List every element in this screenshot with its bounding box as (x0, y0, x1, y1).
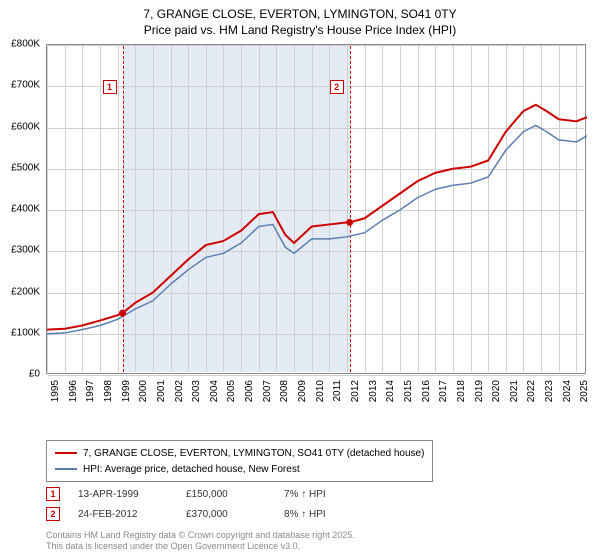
x-tick-label: 2008 (279, 380, 290, 410)
title-line1: 7, GRANGE CLOSE, EVERTON, LYMINGTON, SO4… (0, 6, 600, 22)
x-tick-label: 2002 (174, 380, 185, 410)
legend-label: 7, GRANGE CLOSE, EVERTON, LYMINGTON, SO4… (83, 448, 424, 459)
y-tick-label: £200K (0, 286, 40, 297)
annotation-pct: 7% ↑ HPI (284, 489, 354, 500)
annotation-price: £370,000 (186, 509, 266, 520)
x-tick-label: 2011 (332, 380, 343, 410)
x-tick-label: 2000 (138, 380, 149, 410)
x-tick-label: 2018 (456, 380, 467, 410)
x-tick-label: 2020 (491, 380, 502, 410)
x-tick-label: 2012 (350, 380, 361, 410)
annotation-marker: 2 (46, 507, 60, 521)
x-tick-label: 2004 (209, 380, 220, 410)
x-tick-label: 2007 (262, 380, 273, 410)
sale-dot (119, 310, 126, 317)
legend-row: 7, GRANGE CLOSE, EVERTON, LYMINGTON, SO4… (55, 445, 424, 461)
y-tick-label: £500K (0, 162, 40, 173)
annotation-table: 1 13-APR-1999 £150,000 7% ↑ HPI 2 24-FEB-2012… (46, 484, 354, 524)
legend: 7, GRANGE CLOSE, EVERTON, LYMINGTON, SO4… (46, 440, 433, 482)
legend-swatch (55, 452, 77, 454)
x-tick-label: 2023 (544, 380, 555, 410)
footer-line2: This data is licensed under the Open Gov… (46, 541, 355, 552)
x-tick-label: 2014 (385, 380, 396, 410)
annotation-pct: 8% ↑ HPI (284, 509, 354, 520)
x-tick-label: 1997 (85, 380, 96, 410)
x-tick-label: 2013 (368, 380, 379, 410)
series-hpi (47, 125, 587, 333)
footer-line1: Contains HM Land Registry data © Crown c… (46, 530, 355, 541)
y-tick-label: £100K (0, 327, 40, 338)
x-tick-label: 2003 (191, 380, 202, 410)
y-tick-label: £700K (0, 80, 40, 91)
sale-dot (346, 219, 353, 226)
annotation-date: 24-FEB-2012 (78, 509, 168, 520)
gridline-h (48, 375, 584, 376)
x-tick-label: 2009 (297, 380, 308, 410)
x-tick-label: 2006 (244, 380, 255, 410)
annotation-price: £150,000 (186, 489, 266, 500)
x-tick-label: 1996 (68, 380, 79, 410)
annotation-marker: 1 (46, 487, 60, 501)
plot-area: 12 (46, 44, 586, 374)
footer: Contains HM Land Registry data © Crown c… (46, 530, 355, 553)
y-tick-label: £600K (0, 121, 40, 132)
y-tick-label: £0 (0, 369, 40, 380)
x-tick-label: 1999 (121, 380, 132, 410)
x-tick-label: 1998 (103, 380, 114, 410)
legend-label: HPI: Average price, detached house, New … (83, 464, 300, 475)
series-subject (47, 105, 587, 330)
y-tick-label: £400K (0, 204, 40, 215)
x-tick-label: 2005 (226, 380, 237, 410)
y-tick-label: £300K (0, 245, 40, 256)
x-tick-label: 2001 (156, 380, 167, 410)
x-tick-label: 2025 (579, 380, 590, 410)
annotation-date: 13-APR-1999 (78, 489, 168, 500)
legend-row: HPI: Average price, detached house, New … (55, 461, 424, 477)
legend-swatch (55, 468, 77, 470)
x-tick-label: 2010 (315, 380, 326, 410)
x-tick-label: 1995 (50, 380, 61, 410)
y-tick-label: £800K (0, 39, 40, 50)
annotation-row: 2 24-FEB-2012 £370,000 8% ↑ HPI (46, 504, 354, 524)
x-tick-label: 2021 (509, 380, 520, 410)
x-tick-label: 2019 (474, 380, 485, 410)
series-svg (47, 45, 587, 375)
x-tick-label: 2015 (403, 380, 414, 410)
x-tick-label: 2024 (562, 380, 573, 410)
x-tick-label: 2022 (526, 380, 537, 410)
x-tick-label: 2016 (421, 380, 432, 410)
x-tick-label: 2017 (438, 380, 449, 410)
chart: 12 £0£100K£200K£300K£400K£500K£600K£700K… (46, 44, 586, 404)
annotation-row: 1 13-APR-1999 £150,000 7% ↑ HPI (46, 484, 354, 504)
title-line2: Price paid vs. HM Land Registry's House … (0, 22, 600, 38)
